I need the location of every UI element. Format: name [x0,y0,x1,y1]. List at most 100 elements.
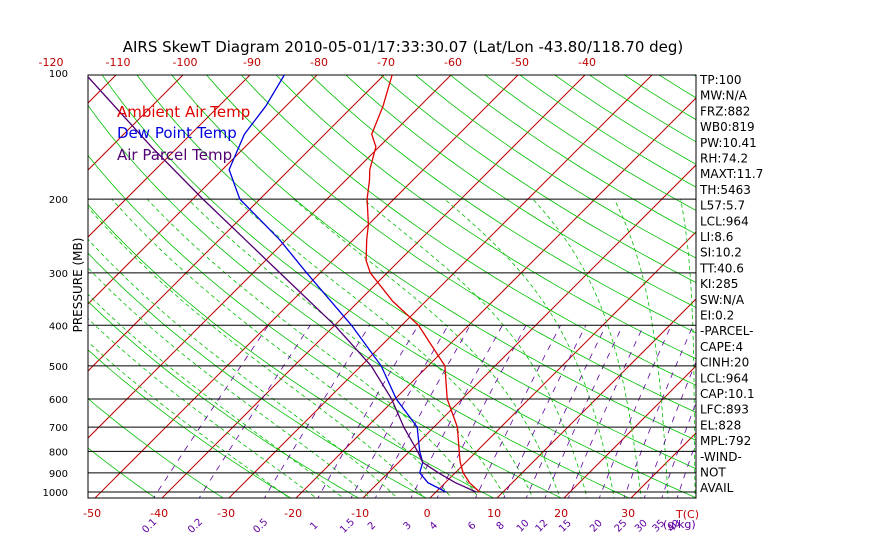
mixing-ratio-line [198,325,311,498]
dry-adiabat-line [449,75,696,235]
mixing-ratio-line [503,325,587,498]
bottom-temp-label: 10 [487,507,501,520]
mixing-ratio-label: 12 [534,518,551,535]
legend: Ambient Air Temp Dew Point Temp Air Parc… [117,103,250,164]
index-item: MPL:792 [700,434,751,448]
dry-adiabat-line [88,349,292,498]
pressure-tick-label: 500 [49,362,68,373]
index-item: LCL:964 [700,371,749,385]
dry-adiabat-line [88,252,427,498]
moist-adiabat-line [187,198,507,498]
dry-adiabat-line [206,75,696,413]
dry-adiabat-line [88,154,563,498]
dewpoint-temp-line [228,75,447,493]
moist-adiabat-line [88,318,317,498]
moist-adiabat-line [88,206,425,498]
mixing-ratio-label: 1 [308,520,320,532]
mixing-ratio-label: 30 [633,518,650,535]
x-unit-label: T(C) [675,508,699,521]
pressure-tick-label: 600 [49,395,68,406]
moist-adiabat-line [88,341,290,498]
mixing-unit-label: (g/kg) [663,518,696,531]
mixing-ratio-label: 20 [588,518,605,535]
mixing-ratio-line [436,325,527,498]
mixing-ratio-line [598,325,672,498]
isotherm-line [762,54,870,501]
pressure-tick-label: 200 [49,195,68,206]
pressure-tick-label: 800 [49,447,68,458]
bottom-temp-label: -30 [217,507,235,520]
legend-ambient: Ambient Air Temp [117,103,250,121]
dry-adiabat-line [0,54,24,501]
bottom-temp-label: 30 [621,507,635,520]
index-item: TH:5463 [699,183,751,197]
isotherm-line [0,54,3,501]
mixing-ratio-label: 0.5 [251,517,270,536]
moist-adiabat-line [88,293,344,498]
top-temp-label: -90 [243,56,261,69]
chart-title: AIRS SkewT Diagram 2010-05-01/17:33:30.0… [123,38,684,56]
moist-adiabat-line [146,198,480,498]
isotherm-line [496,298,696,498]
isotherm-line [94,75,519,498]
index-item: EL:828 [700,418,741,432]
top-temp-label: -120 [39,56,64,69]
pressure-tick-label: 1000 [43,488,68,499]
top-temp-label: -100 [173,56,198,69]
index-item: TP:100 [699,73,742,87]
moist-adiabat-line [444,198,615,498]
mixing-ratio-line [374,325,471,498]
mixing-ratio-line [567,325,645,498]
index-item: LFC:893 [700,403,749,417]
dry-adiabat-line [88,398,224,498]
index-item: CINH:20 [700,356,749,370]
mixing-ratio-line [475,325,561,498]
index-item: MW:N/A [700,89,748,103]
dry-adiabat-line [310,75,696,334]
moist-adiabat-line [235,198,534,498]
index-item: NOT [700,466,726,480]
top-temp-label: -80 [310,56,328,69]
grid-layer [0,54,870,501]
series-layer [88,75,481,493]
mixing-ratio-line [410,325,503,498]
index-item: EI:0.2 [700,309,734,323]
mixing-ratio-line [623,325,694,498]
index-item: SI:10.2 [700,246,742,260]
index-item: SW:N/A [700,293,745,307]
ambient-temp-line [365,75,481,493]
dry-adiabat-line [136,75,696,470]
top-temp-label: -70 [377,56,395,69]
dry-adiabat-line [88,447,157,498]
mixing-ratio-line [525,325,607,498]
top-temp-label: -50 [511,56,529,69]
legend-dewpoint: Dew Point Temp [117,124,237,142]
top-temp-label: -40 [578,56,596,69]
index-item: LI:8.6 [700,230,733,244]
pressure-tick-label: 700 [49,423,68,434]
bottom-temp-label: 0 [424,507,431,520]
bottom-temp-label: -10 [351,507,369,520]
isotherm-line [88,75,251,238]
index-item: -WIND- [700,450,742,464]
bottom-temp-label: -20 [284,507,302,520]
index-item: CAPE:4 [700,340,743,354]
pressure-tick-label: 300 [49,269,68,280]
moist-adiabat-line [613,198,669,498]
moist-adiabat-line [111,198,453,498]
parcel-temp-line [88,75,477,493]
mixing-ratio-label: 4 [428,520,440,532]
dry-adiabat-line [380,75,696,283]
moist-adiabat-line [680,199,696,498]
mixing-ratio-line [263,325,370,498]
index-item: CAP:10.1 [700,387,755,401]
mixing-ratio-label: 0.2 [186,517,205,536]
isotherm-line [295,97,696,498]
index-item: L57:5.7 [700,199,745,213]
mixing-ratio-line [153,325,269,498]
dry-adiabat-line [554,75,696,165]
mixing-ratio-label: 2 [366,520,378,532]
index-item: AVAIL [700,481,734,495]
bottom-temp-label: -40 [150,507,168,520]
